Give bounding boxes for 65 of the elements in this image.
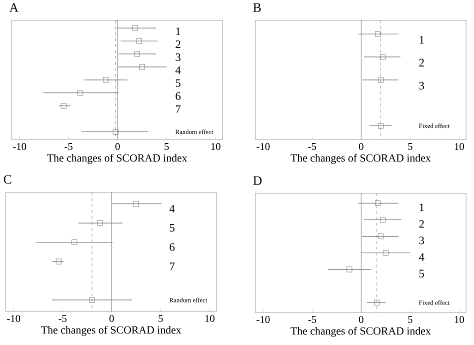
chart-title: A xyxy=(9,3,18,12)
x-tick-label: 0 xyxy=(115,142,120,150)
point xyxy=(139,64,145,70)
y-tick-label: 2 xyxy=(419,58,424,66)
y-tick-label: 6 xyxy=(176,92,181,100)
x-axis-title: The changes of SCORAD index xyxy=(47,154,188,164)
x-tick-label: 0 xyxy=(358,142,364,150)
y-tick-label: 1 xyxy=(420,36,424,44)
y-tick-label: 1 xyxy=(176,27,180,35)
point xyxy=(78,90,84,96)
point xyxy=(380,216,386,222)
y-tick-label: 3 xyxy=(419,82,424,90)
point xyxy=(378,233,384,239)
x-tick-label: 10 xyxy=(454,316,464,323)
y-tick-label: 1 xyxy=(420,203,424,211)
x-tick-label: 10 xyxy=(454,142,464,150)
y-tick-label: 5 xyxy=(419,270,424,278)
y-tick-label: 4 xyxy=(418,253,424,261)
x-axis-title: The changes of SCORAD index xyxy=(41,326,182,336)
x-tick-label: 5 xyxy=(158,314,163,322)
x-tick-label: -5 xyxy=(64,142,73,150)
y-tick-label: 2 xyxy=(419,220,424,228)
x-tick-label: 0 xyxy=(109,314,114,322)
point xyxy=(136,38,142,44)
x-tick-label: 10 xyxy=(211,142,220,150)
x-tick-label: 5 xyxy=(408,316,412,323)
x-tick-label: -5 xyxy=(308,142,316,150)
y-tick-label: 5 xyxy=(170,224,174,232)
y-tick-label: 3 xyxy=(176,53,180,61)
x-tick-label: 0 xyxy=(358,316,364,323)
point xyxy=(72,239,78,245)
x-tick-label: -10 xyxy=(13,142,26,150)
y-tick-label: 7 xyxy=(176,105,181,113)
x-tick-label: 10 xyxy=(205,314,214,322)
x-tick-label: -10 xyxy=(256,142,270,150)
x-axis-title: The changes of SCORAD index xyxy=(290,326,431,337)
point xyxy=(89,297,95,303)
x-tick-label: -5 xyxy=(308,316,316,323)
chart-title: D xyxy=(253,176,262,185)
y-tick-label: 6 xyxy=(170,243,175,251)
x-axis-title: The changes of SCORAD index xyxy=(290,154,431,164)
y-tick-label: 3 xyxy=(419,236,424,244)
x-tick-label: -5 xyxy=(58,314,67,322)
chart-title: C xyxy=(4,174,12,184)
point xyxy=(112,128,118,134)
point xyxy=(133,200,139,206)
x-tick-label: -10 xyxy=(256,316,270,323)
point xyxy=(374,300,380,306)
point xyxy=(382,250,388,256)
point xyxy=(103,76,109,83)
y-tick-label: 7 xyxy=(170,262,175,270)
point xyxy=(134,51,140,57)
point xyxy=(60,102,66,108)
point xyxy=(132,25,138,31)
y-tick-label: 2 xyxy=(176,40,180,48)
point xyxy=(97,220,103,226)
y-tick-label: 4 xyxy=(169,204,175,212)
point xyxy=(346,266,352,272)
chart-title: B xyxy=(253,3,261,12)
x-tick-label: 5 xyxy=(408,142,412,150)
point xyxy=(375,200,381,206)
y-tick-label: 4 xyxy=(175,66,181,74)
point xyxy=(56,258,62,264)
y-tick-label: 5 xyxy=(176,79,180,87)
x-tick-label: -10 xyxy=(7,314,20,322)
